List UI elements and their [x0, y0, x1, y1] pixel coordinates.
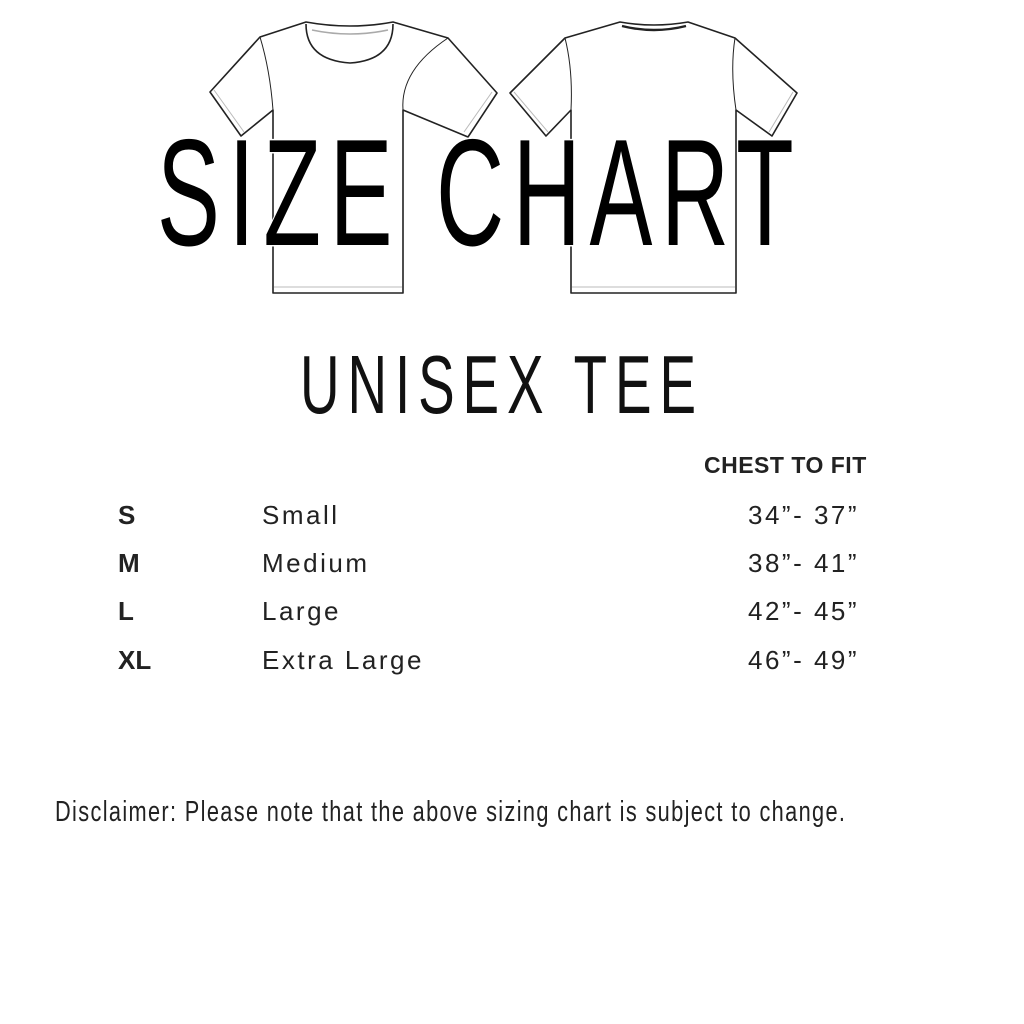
page-title: SIZE CHART — [156, 108, 803, 278]
chest-range: 34”- 37” — [748, 500, 860, 530]
chest-range: 42”- 45” — [748, 596, 860, 626]
size-name: Large — [262, 596, 341, 626]
table-row: M Medium 38”- 41” — [0, 543, 1024, 583]
size-code: M — [118, 548, 140, 578]
size-code: XL — [118, 645, 152, 675]
table-row: S Small 34”- 37” — [0, 495, 1024, 535]
tshirt-front-icon — [209, 21, 498, 294]
table-row: L Large 42”- 45” — [0, 591, 1024, 631]
size-name: Extra Large — [262, 645, 424, 675]
chest-range: 46”- 49” — [748, 645, 860, 675]
disclaimer: Disclaimer: Please note that the above s… — [55, 796, 847, 828]
table-row: XL Extra Large 46”- 49” — [0, 640, 1024, 680]
tshirt-illustrations — [209, 21, 798, 294]
column-header-chest: CHEST TO FIT — [704, 452, 867, 478]
chest-range: 38”- 41” — [748, 548, 860, 578]
tshirt-back-icon — [509, 21, 798, 294]
size-code: S — [118, 500, 136, 530]
product-subtitle: UNISEX TEE — [300, 338, 704, 431]
size-name: Medium — [262, 548, 370, 578]
size-code: L — [118, 596, 134, 626]
size-name: Small — [262, 500, 340, 530]
